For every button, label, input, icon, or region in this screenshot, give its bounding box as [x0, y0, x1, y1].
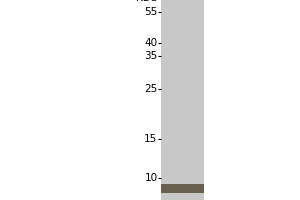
Bar	[160, 184, 204, 193]
Bar	[160, 0, 204, 200]
Text: 15: 15	[144, 134, 158, 144]
Text: KDa: KDa	[136, 0, 158, 3]
Text: 25: 25	[144, 84, 158, 94]
Text: 10: 10	[144, 173, 158, 183]
Text: 55: 55	[144, 7, 158, 17]
Text: 40: 40	[144, 38, 158, 48]
Text: 35: 35	[144, 51, 158, 61]
